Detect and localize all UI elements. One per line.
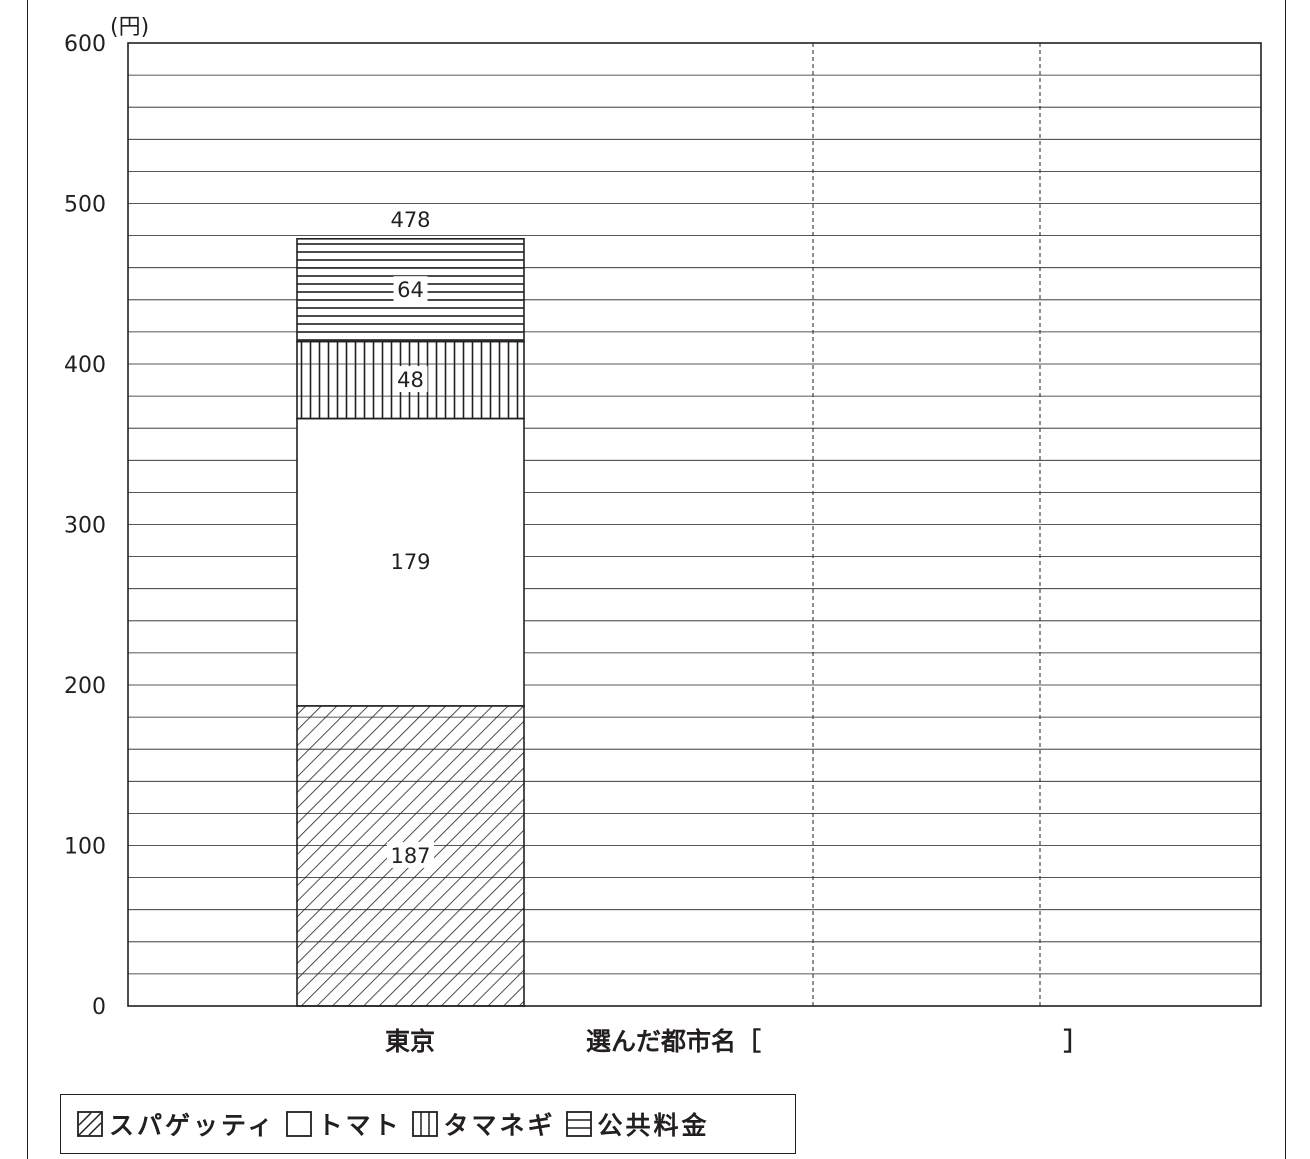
legend-label: 公共料金 xyxy=(597,1111,710,1140)
bar-segment-トマト xyxy=(296,417,525,707)
y-tick-label: 0 xyxy=(92,995,106,1020)
legend-item: スパゲッティ xyxy=(77,1106,276,1142)
labels: 0 100 200 300 400 500 600(円) 187 179 48 64 478 東京 選んだ… xyxy=(64,15,1089,1056)
bar-total-label: 478 xyxy=(390,208,430,232)
y-tick-label: 600 xyxy=(64,32,106,57)
legend-item: タマネギ xyxy=(411,1106,556,1142)
y-tick-label: 100 xyxy=(64,835,106,860)
worksheet-frame xyxy=(27,0,1286,1159)
segment-label-bg xyxy=(393,276,428,303)
legend-item: トマト xyxy=(285,1106,402,1142)
bar-segment-タマネギ xyxy=(296,340,525,420)
y-axis-unit: (円) xyxy=(110,15,149,40)
legend-swatch-icon xyxy=(411,1111,438,1137)
x-category-label: 選んだ都市名［ xyxy=(586,1027,761,1056)
segment-label-bg xyxy=(393,366,428,393)
legend-label: スパゲッティ xyxy=(109,1111,276,1140)
legend-item: 公共料金 xyxy=(565,1106,710,1142)
plot-area-border xyxy=(127,42,1262,1007)
y-tick-label: 200 xyxy=(64,674,106,699)
legend-label: トマト xyxy=(317,1111,402,1140)
y-tick-label: 300 xyxy=(64,514,106,539)
legend-swatch-icon xyxy=(565,1111,592,1137)
bars xyxy=(296,238,525,1007)
x-category-label: 東京 xyxy=(385,1027,435,1056)
legend-swatch-icon xyxy=(285,1111,312,1137)
stacked-bar-chart: 0 100 200 300 400 500 600(円) 187 179 48 64 478 東京 選んだ… xyxy=(64,15,1262,1056)
segment-label: 64 xyxy=(397,278,424,302)
segment-label: 179 xyxy=(390,550,430,574)
y-tick-label: 500 xyxy=(64,193,106,218)
legend: スパゲッティ トマト タマネギ 公共料金 xyxy=(60,1094,796,1154)
x-category-label: ］ xyxy=(1063,1027,1088,1056)
legend-label: タマネギ xyxy=(443,1111,556,1140)
legend-swatch-icon xyxy=(77,1111,103,1137)
segment-label-bg xyxy=(387,841,434,868)
segment-label: 187 xyxy=(390,844,430,868)
segment-label: 48 xyxy=(397,368,424,392)
y-tick-label: 400 xyxy=(64,353,106,378)
